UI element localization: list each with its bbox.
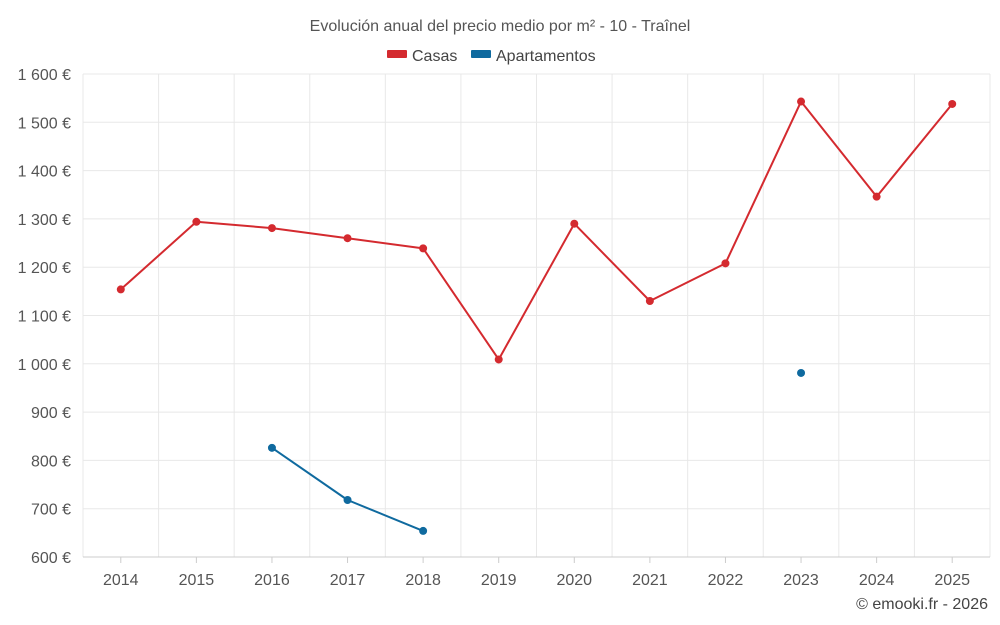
data-point-casas[interactable] [872, 192, 881, 201]
data-point-casas[interactable] [116, 285, 125, 294]
data-point-casas[interactable] [948, 99, 957, 108]
y-tick-label: 1 100 € [18, 309, 71, 326]
x-tick-label: 2025 [934, 572, 970, 589]
data-point-apartamentos[interactable] [267, 443, 276, 452]
y-tick-label: 1 500 € [18, 115, 71, 132]
x-tick-label: 2023 [783, 572, 819, 589]
legend-item-casas[interactable]: Casas [387, 48, 457, 65]
y-tick-label: 1 600 € [18, 67, 71, 84]
x-tick-label: 2024 [859, 572, 895, 589]
series-apartamentos [267, 368, 806, 535]
chart-title: Evolución anual del precio medio por m² … [310, 18, 691, 35]
y-tick-label: 1 300 € [18, 212, 71, 229]
x-tick-label: 2020 [556, 572, 592, 589]
x-tick-label: 2016 [254, 572, 290, 589]
data-point-casas[interactable] [267, 224, 276, 233]
x-tick-label: 2022 [708, 572, 744, 589]
legend-label-apartamentos: Apartamentos [496, 48, 596, 65]
series-line-casas [120, 100, 953, 361]
y-tick-label: 900 € [31, 405, 71, 422]
data-point-apartamentos[interactable] [343, 496, 352, 505]
y-tick-label: 1 400 € [18, 164, 71, 181]
series-casas [116, 97, 957, 364]
y-axis-ticks: 600 € 700 € 800 € 900 € 1 000 € 1 100 € 1 200 … [18, 67, 71, 567]
x-tick-label: 2014 [103, 572, 139, 589]
data-point-casas[interactable] [570, 219, 579, 228]
x-tick-label: 2019 [481, 572, 517, 589]
legend-item-apartamentos[interactable]: Apartamentos [471, 48, 596, 65]
credit-text: © emooki.fr - 2026 [856, 596, 988, 613]
y-tick-label: 1 200 € [18, 260, 71, 277]
y-tick-label: 600 € [31, 550, 71, 567]
data-point-casas[interactable] [721, 259, 730, 268]
x-tick-label: 2015 [179, 572, 215, 589]
data-point-apartamentos[interactable] [797, 368, 806, 377]
data-point-casas[interactable] [419, 244, 428, 253]
data-point-casas[interactable] [192, 217, 201, 226]
gridlines [82, 73, 991, 558]
data-point-casas[interactable] [494, 355, 503, 364]
series-layer [116, 97, 957, 535]
x-tick-label: 2017 [330, 572, 366, 589]
data-point-casas[interactable] [645, 297, 654, 306]
legend-swatch-apartamentos [471, 50, 491, 58]
legend: Casas Apartamentos [387, 48, 596, 65]
y-tick-label: 700 € [31, 502, 71, 519]
legend-label-casas: Casas [412, 48, 457, 65]
data-point-casas[interactable] [797, 97, 806, 106]
x-axis-ticks: 2014 2015 2016 2017 2018 2019 2020 2021 2022 2023… [103, 557, 970, 589]
x-tick-label: 2018 [405, 572, 441, 589]
legend-swatch-casas [387, 50, 407, 58]
y-tick-label: 1 000 € [18, 357, 71, 374]
data-point-casas[interactable] [343, 234, 352, 243]
y-tick-label: 800 € [31, 453, 71, 470]
data-point-apartamentos[interactable] [419, 526, 428, 535]
x-tick-label: 2021 [632, 572, 668, 589]
